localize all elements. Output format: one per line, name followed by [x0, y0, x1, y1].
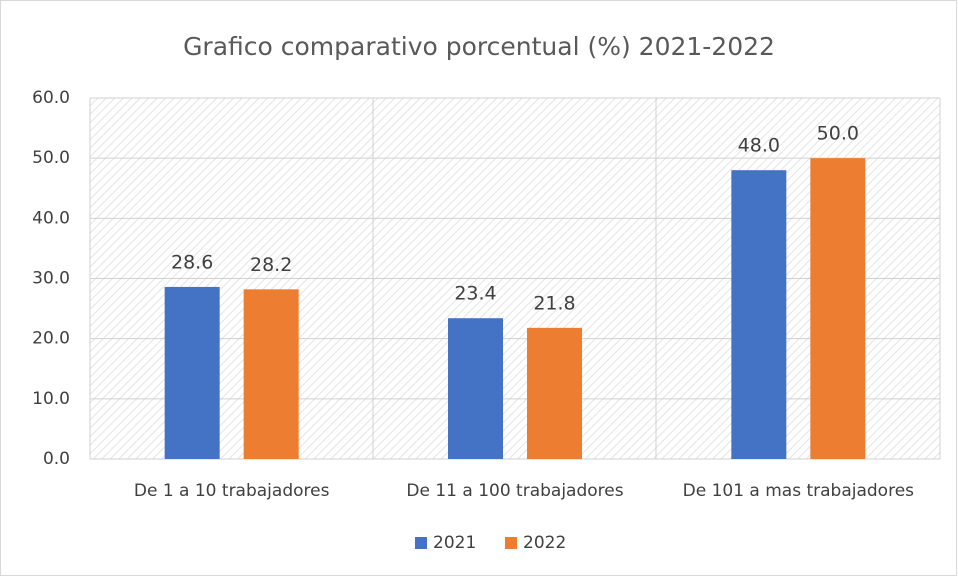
data-label: 50.0 — [817, 123, 859, 145]
chart-title: Grafico comparativo porcentual (%) 2021-… — [183, 32, 775, 61]
bar — [243, 289, 299, 459]
x-tick-label: De 11 a 100 trabajadores — [406, 481, 623, 501]
bar — [731, 170, 787, 459]
legend-label: 2022 — [523, 533, 566, 553]
y-tick-label: 60.0 — [32, 88, 70, 108]
y-tick-label: 40.0 — [32, 208, 70, 228]
legend-label: 2021 — [433, 533, 476, 553]
bar — [448, 318, 503, 459]
data-label: 48.0 — [738, 135, 780, 157]
legend-swatch — [505, 537, 517, 549]
bar — [164, 286, 220, 459]
x-tick-label: De 101 a mas trabajadores — [683, 481, 915, 501]
bar — [527, 327, 582, 459]
data-label: 28.2 — [250, 254, 292, 276]
y-tick-label: 30.0 — [32, 269, 70, 289]
y-tick-label: 10.0 — [32, 389, 70, 409]
data-label: 21.8 — [533, 292, 575, 314]
bar — [810, 158, 866, 459]
x-tick-label: De 1 a 10 trabajadores — [134, 481, 330, 501]
y-tick-label: 0.0 — [43, 449, 70, 469]
data-label: 23.4 — [454, 283, 496, 305]
y-tick-label: 50.0 — [32, 148, 70, 168]
y-tick-label: 20.0 — [32, 329, 70, 349]
legend-swatch — [415, 537, 427, 549]
data-label: 28.6 — [171, 251, 213, 273]
